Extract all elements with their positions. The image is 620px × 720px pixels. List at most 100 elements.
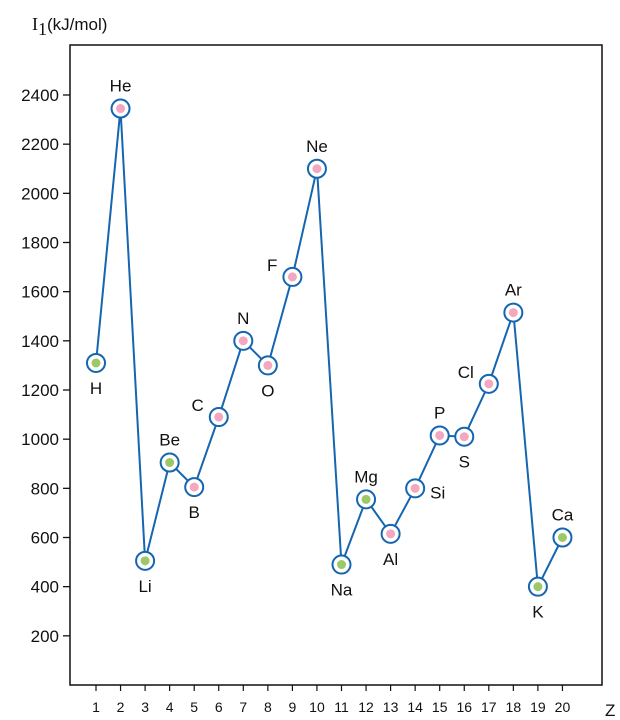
- y-axis-symbol: I: [32, 14, 38, 34]
- data-point-k: [527, 576, 548, 597]
- y-tick-label: 2200: [21, 135, 59, 154]
- point-dot: [533, 582, 543, 592]
- y-tick-label: 1600: [21, 283, 59, 302]
- x-tick-label: 6: [215, 699, 223, 715]
- element-label-mg: Mg: [354, 467, 378, 486]
- element-label-cl: Cl: [458, 363, 474, 382]
- data-point-si: [405, 478, 426, 499]
- y-tick-label: 2400: [21, 86, 59, 105]
- point-dot: [91, 358, 101, 368]
- element-label-k: K: [532, 603, 544, 622]
- x-tick-label: 3: [141, 699, 149, 715]
- point-dot: [386, 529, 396, 539]
- element-label-ne: Ne: [306, 137, 328, 156]
- element-label-f: F: [267, 256, 277, 275]
- element-label-na: Na: [331, 581, 353, 600]
- y-tick-label: 800: [31, 479, 59, 498]
- y-tick-label: 1200: [21, 381, 59, 400]
- data-point-cl: [478, 373, 499, 394]
- x-tick-label: 18: [506, 699, 522, 715]
- element-label-p: P: [434, 403, 445, 422]
- x-axis-ticks: 1 2 3 4 5 6 7 8 9 10 11 12 13 14 15 16 17 18 19 20: [92, 685, 570, 715]
- element-label-ar: Ar: [505, 281, 522, 300]
- x-axis-title: Z: [605, 701, 615, 720]
- element-label-n: N: [237, 309, 249, 328]
- data-points: [86, 98, 573, 597]
- data-point-be: [159, 452, 180, 473]
- data-point-mg: [356, 489, 377, 510]
- element-label-he: He: [110, 77, 132, 96]
- data-point-o: [257, 355, 278, 376]
- x-tick-label: 12: [358, 699, 374, 715]
- data-point-h: [86, 352, 106, 373]
- x-tick-label: 19: [530, 699, 546, 715]
- point-dot: [140, 556, 150, 566]
- point-dot: [557, 533, 567, 542]
- y-tick-label: 200: [31, 627, 59, 646]
- y-axis-unit: (kJ/mol): [47, 15, 107, 34]
- element-label-si: Si: [430, 483, 445, 502]
- x-tick-label: 5: [190, 699, 198, 715]
- point-dot: [459, 432, 469, 442]
- element-label-c: C: [191, 396, 203, 415]
- series-line: [95, 108, 564, 591]
- data-point-he: [110, 98, 131, 119]
- y-axis-title: I1(kJ/mol): [32, 14, 107, 39]
- point-dot: [238, 336, 248, 346]
- point-dot: [435, 430, 445, 440]
- element-label-al: Al: [383, 550, 398, 569]
- data-point-ca: [552, 527, 573, 548]
- x-tick-label: 14: [407, 699, 423, 715]
- x-tick-label: 15: [432, 699, 448, 715]
- data-point-na: [331, 554, 352, 575]
- data-point-c: [208, 407, 229, 428]
- x-tick-label: 8: [264, 699, 272, 715]
- element-label-o: O: [261, 381, 274, 400]
- point-dot: [116, 104, 126, 114]
- data-point-n: [233, 330, 254, 351]
- point-dot: [361, 494, 371, 504]
- point-dot: [165, 458, 175, 468]
- y-tick-label: 1000: [21, 430, 59, 449]
- x-tick-label: 2: [117, 699, 125, 715]
- element-label-s: S: [459, 453, 470, 472]
- point-dot: [312, 164, 322, 174]
- data-point-ne: [306, 158, 327, 179]
- x-tick-label: 13: [383, 699, 399, 715]
- element-label-li: Li: [138, 577, 151, 596]
- x-tick-label: 10: [309, 699, 325, 715]
- y-tick-label: 1400: [21, 332, 59, 351]
- x-tick-label: 1: [92, 699, 100, 715]
- y-tick-label: 1800: [21, 234, 59, 253]
- element-label-b: B: [189, 503, 200, 522]
- data-point-li: [135, 550, 156, 571]
- y-axis-subscript: 1: [38, 19, 47, 39]
- x-tick-label: 9: [289, 699, 297, 715]
- point-dot: [484, 379, 494, 389]
- y-tick-label: 2000: [21, 184, 59, 203]
- element-label-ca: Ca: [552, 506, 574, 525]
- series-polyline: [95, 108, 564, 591]
- data-point-f: [282, 266, 303, 287]
- x-tick-label: 20: [555, 699, 571, 715]
- point-dot: [337, 560, 346, 570]
- data-point-b: [184, 477, 205, 498]
- y-axis-ticks: 200 400 600 800 1000 1200 1400 1600 1800 2000 2200…: [21, 86, 70, 646]
- x-tick-label: 16: [456, 699, 472, 715]
- data-point-al: [380, 523, 401, 544]
- x-tick-label: 4: [166, 699, 174, 715]
- point-dot: [214, 412, 224, 422]
- point-dot: [263, 360, 273, 370]
- data-point-s: [454, 426, 475, 447]
- data-point-ar: [503, 302, 524, 323]
- y-tick-label: 400: [31, 578, 59, 597]
- x-tick-label: 11: [334, 699, 349, 715]
- point-labels: H He Li Be B C N O F Ne Na Mg Al Si P S Cl Ar K Ca: [90, 77, 574, 622]
- point-dot: [287, 272, 297, 282]
- x-tick-label: 17: [481, 699, 497, 715]
- data-point-p: [429, 425, 450, 446]
- element-label-h: H: [90, 379, 102, 398]
- point-dot: [410, 483, 420, 493]
- plot-frame: [69, 44, 603, 686]
